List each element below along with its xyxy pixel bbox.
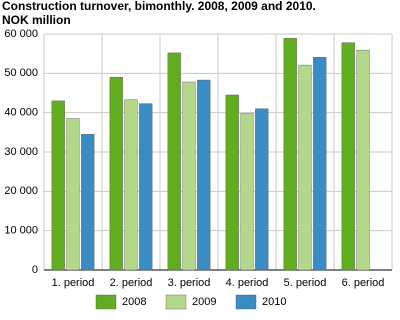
x-tick-label: 1. period (52, 277, 95, 289)
bar (240, 113, 254, 271)
bar (313, 57, 327, 271)
y-tick-label: 50 000 (4, 67, 38, 79)
x-tick-label: 5. period (284, 277, 327, 289)
legend-label: 2010 (262, 296, 286, 308)
bar (81, 134, 95, 271)
y-tick-label: 60 000 (4, 28, 38, 40)
y-tick-label: 10 000 (4, 225, 38, 237)
y-tick-label: 30 000 (4, 146, 38, 158)
x-tick-label: 4. period (226, 277, 269, 289)
bar (66, 118, 80, 271)
chart-title: Construction turnover, bimonthly. 2008, … (2, 0, 316, 13)
y-tick-label: 0 (32, 264, 38, 276)
bar (225, 94, 239, 271)
legend-swatch (235, 294, 257, 310)
chart-subtitle: NOK million (2, 13, 71, 27)
x-tick-label: 2. period (110, 277, 153, 289)
legend-swatch (95, 294, 117, 310)
bar (139, 103, 153, 271)
bar (124, 99, 138, 271)
bar (255, 108, 269, 271)
legend-label: 2009 (192, 296, 216, 308)
bar (356, 49, 370, 271)
bar (182, 81, 196, 271)
bar (167, 52, 181, 271)
y-tick-label: 20 000 (4, 185, 38, 197)
bar (197, 79, 211, 271)
legend-label: 2008 (122, 296, 146, 308)
legend-swatch (165, 294, 187, 310)
x-tick-label: 6. period (342, 277, 385, 289)
bar (51, 100, 65, 271)
x-tick-label: 3. period (168, 277, 211, 289)
bar (298, 64, 312, 271)
y-tick-label: 40 000 (4, 107, 38, 119)
bar (109, 77, 123, 271)
bar (283, 38, 297, 271)
bar (341, 42, 355, 271)
